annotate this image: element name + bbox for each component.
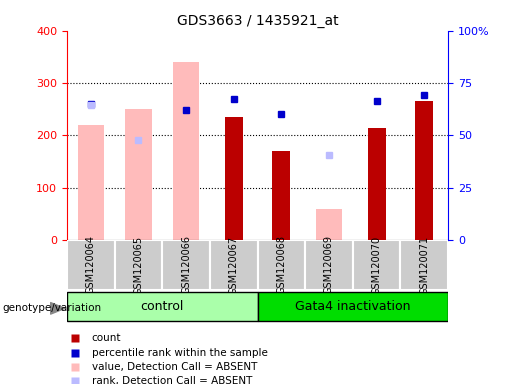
- Bar: [210, 240, 258, 290]
- Bar: [401, 240, 448, 290]
- Polygon shape: [50, 303, 65, 314]
- Bar: [78, 125, 104, 240]
- Text: GSM120071: GSM120071: [419, 235, 429, 295]
- Bar: [415, 101, 433, 240]
- Bar: [225, 117, 243, 240]
- Text: GSM120064: GSM120064: [86, 235, 96, 295]
- Bar: [272, 151, 290, 240]
- Text: rank, Detection Call = ABSENT: rank, Detection Call = ABSENT: [92, 376, 252, 384]
- Bar: [162, 240, 210, 290]
- Text: control: control: [141, 300, 184, 313]
- Bar: [368, 127, 386, 240]
- Text: GSM120068: GSM120068: [277, 235, 286, 295]
- Text: value, Detection Call = ABSENT: value, Detection Call = ABSENT: [92, 362, 257, 372]
- Bar: [258, 291, 448, 321]
- Bar: [67, 291, 258, 321]
- Text: percentile rank within the sample: percentile rank within the sample: [92, 348, 267, 358]
- Text: GSM120066: GSM120066: [181, 235, 191, 295]
- Bar: [316, 209, 342, 240]
- Bar: [125, 109, 151, 240]
- Text: Gata4 inactivation: Gata4 inactivation: [295, 300, 410, 313]
- Text: genotype/variation: genotype/variation: [3, 303, 101, 313]
- Title: GDS3663 / 1435921_at: GDS3663 / 1435921_at: [177, 14, 338, 28]
- Bar: [67, 240, 115, 290]
- Bar: [114, 240, 162, 290]
- Text: count: count: [92, 333, 121, 343]
- Text: GSM120070: GSM120070: [372, 235, 382, 295]
- Bar: [258, 240, 305, 290]
- Bar: [173, 62, 199, 240]
- Text: GSM120069: GSM120069: [324, 235, 334, 295]
- Bar: [305, 240, 353, 290]
- Text: GSM120067: GSM120067: [229, 235, 238, 295]
- Bar: [353, 240, 401, 290]
- Text: GSM120065: GSM120065: [133, 235, 143, 295]
